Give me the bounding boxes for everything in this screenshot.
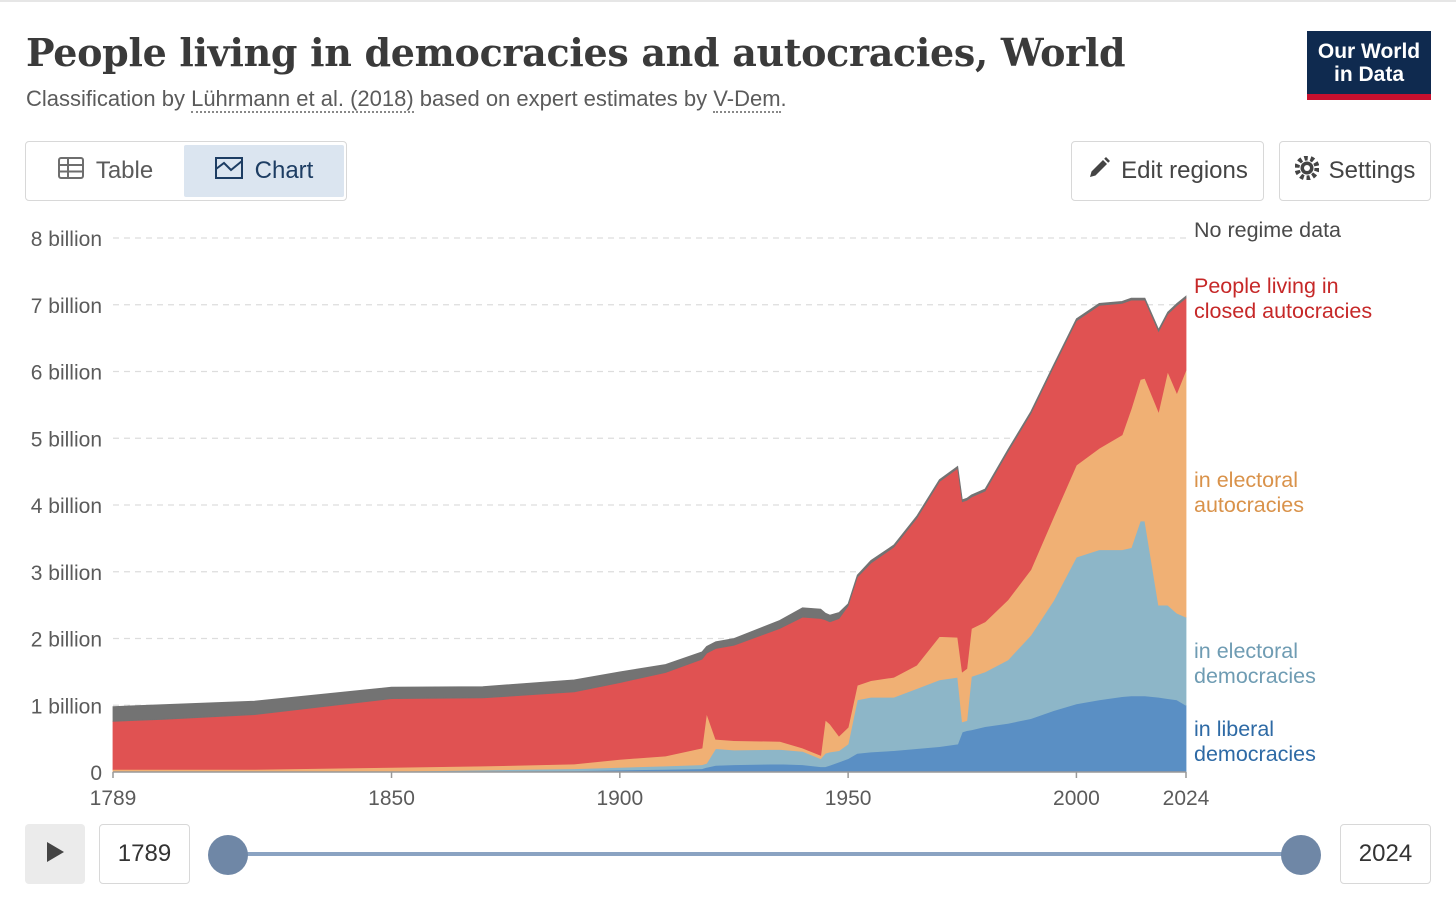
- source-link-luhrmann[interactable]: Lührmann et al. (2018): [191, 86, 414, 113]
- edit-regions-label: Edit regions: [1121, 157, 1248, 184]
- play-button[interactable]: [25, 824, 85, 884]
- subtitle-suffix: .: [780, 86, 787, 111]
- x-tick-label: 1789: [90, 787, 137, 810]
- subtitle-prefix: Classification by: [26, 86, 192, 111]
- series-label-liberal: democracies: [1194, 742, 1316, 766]
- x-tick-label: 1850: [368, 787, 415, 810]
- top-divider: [0, 0, 1456, 2]
- series-label-electoral_aut: autocracies: [1194, 493, 1304, 517]
- x-tick-label: 2024: [1163, 787, 1210, 810]
- timeline-start-handle[interactable]: [208, 835, 248, 875]
- logo-line-1: Our World: [1317, 40, 1421, 63]
- y-tick-label: 3 billion: [31, 562, 102, 585]
- logo-line-2: in Data: [1333, 63, 1404, 86]
- series-label-closed_aut: People living in: [1194, 274, 1339, 298]
- series-label-electoral_aut: in electoral: [1194, 468, 1298, 492]
- y-tick-label: 2 billion: [31, 629, 102, 652]
- x-tick-label: 1950: [825, 787, 872, 810]
- play-icon: [45, 841, 65, 868]
- y-tick-label: 5 billion: [31, 428, 102, 451]
- view-tabs: Table Chart: [25, 141, 347, 201]
- source-link-vdem[interactable]: V-Dem: [713, 86, 781, 113]
- timeline-track[interactable]: [230, 852, 1300, 856]
- chart-icon: [214, 156, 243, 186]
- tab-chart[interactable]: Chart: [184, 145, 344, 197]
- series-label-liberal: in liberal: [1194, 717, 1274, 741]
- tab-chart-label: Chart: [254, 157, 314, 184]
- chart-areas: [112, 295, 1187, 773]
- tab-table-label: Table: [95, 157, 154, 184]
- y-tick-label: 0: [90, 762, 102, 785]
- y-tick-label: 1 billion: [31, 695, 102, 718]
- series-label-no_data: No regime data: [1194, 218, 1341, 242]
- owid-logo[interactable]: Our World in Data: [1307, 31, 1431, 100]
- y-tick-label: 7 billion: [31, 295, 102, 318]
- start-year-box[interactable]: 1789: [99, 824, 190, 884]
- pencil-icon: [1087, 156, 1111, 187]
- series-label-electoral_dem: democracies: [1194, 664, 1316, 688]
- table-icon: [57, 156, 84, 186]
- chart-subtitle: Classification by Lührmann et al. (2018)…: [26, 86, 787, 113]
- series-label-closed_aut: closed autocracies: [1194, 299, 1372, 323]
- settings-button[interactable]: Settings: [1279, 141, 1431, 201]
- gear-icon: [1294, 155, 1320, 187]
- x-tick-label: 1900: [596, 787, 643, 810]
- area-no_data: [112, 295, 1187, 722]
- logo-accent-bar: [1307, 94, 1431, 100]
- y-tick-label: 4 billion: [31, 495, 102, 518]
- x-tick-label: 2000: [1053, 787, 1100, 810]
- y-tick-label: 8 billion: [31, 228, 102, 251]
- tab-table[interactable]: Table: [29, 145, 182, 197]
- page-title: People living in democracies and autocra…: [26, 30, 1126, 75]
- edit-regions-button[interactable]: Edit regions: [1071, 141, 1264, 201]
- series-label-electoral_dem: in electoral: [1194, 639, 1298, 663]
- timeline-end-handle[interactable]: [1281, 835, 1321, 875]
- settings-label: Settings: [1328, 157, 1416, 184]
- chart-axes: 0 1 billion 2 billion 3 billion 4 billion 5 b…: [31, 228, 1210, 810]
- y-tick-label: 6 billion: [31, 362, 102, 385]
- subtitle-middle: based on expert estimates by: [413, 86, 714, 111]
- end-year-box[interactable]: 2024: [1340, 824, 1431, 884]
